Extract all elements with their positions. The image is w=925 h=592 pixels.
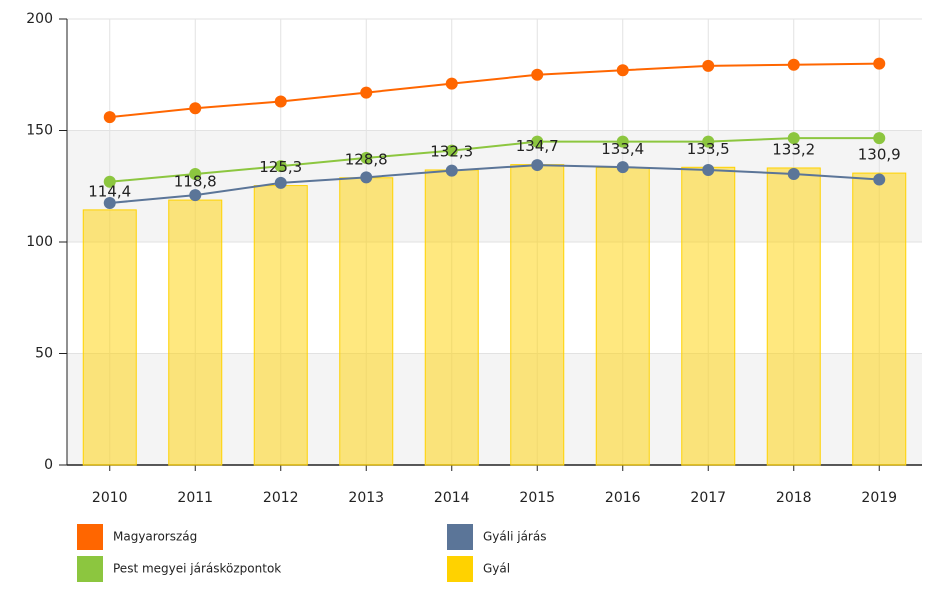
bar <box>339 177 394 466</box>
data-label: 133,5 <box>687 140 730 158</box>
x-tick-label: 2015 <box>519 490 555 506</box>
bar <box>424 169 479 466</box>
x-tick-label: 2010 <box>92 490 128 506</box>
y-tick-label: 0 <box>44 457 53 473</box>
bar <box>595 167 650 466</box>
legend-swatch <box>447 556 473 582</box>
line-point <box>189 167 202 180</box>
line <box>109 62 880 119</box>
legend-label: Magyarország <box>113 530 197 544</box>
line-point <box>702 59 715 72</box>
line-point <box>445 77 458 90</box>
line-point <box>531 135 544 148</box>
legend-label: Gyál <box>483 562 510 576</box>
line <box>109 137 880 183</box>
bar <box>766 167 821 466</box>
data-label: 114,4 <box>88 182 131 200</box>
line-point <box>616 64 629 77</box>
data-label: 128,8 <box>345 150 388 168</box>
bar <box>852 172 907 466</box>
line-point <box>787 167 800 180</box>
bar <box>681 166 736 466</box>
x-tick-label: 2013 <box>348 490 384 506</box>
line-point <box>873 173 886 186</box>
y-tick-label: 200 <box>26 11 53 27</box>
line-point <box>873 57 886 70</box>
line-point <box>787 132 800 145</box>
line-point <box>103 175 116 188</box>
data-label: 125,3 <box>259 158 302 176</box>
line-point <box>274 95 287 108</box>
line-point <box>445 164 458 177</box>
line-point <box>360 171 373 184</box>
y-tick-label: 100 <box>26 234 53 250</box>
y-tick-label: 150 <box>26 123 53 139</box>
line <box>109 164 880 204</box>
data-label: 130,9 <box>858 146 901 164</box>
x-tick-label: 2018 <box>776 490 812 506</box>
line-point <box>531 159 544 172</box>
bar <box>510 164 565 466</box>
y-tick-label: 50 <box>35 346 53 362</box>
line-point <box>360 151 373 164</box>
bar <box>82 209 137 466</box>
legend-swatch <box>447 524 473 550</box>
line-point <box>189 102 202 115</box>
bar <box>168 199 223 466</box>
bar <box>253 185 308 466</box>
line-point <box>360 86 373 99</box>
line-point <box>274 176 287 189</box>
legend-label: Pest megyei járásközpontok <box>113 562 281 576</box>
line-point <box>616 135 629 148</box>
line-point <box>189 189 202 202</box>
data-label: 133,2 <box>772 140 815 158</box>
x-tick-label: 2012 <box>263 490 299 506</box>
line-point <box>274 160 287 173</box>
data-label: 133,4 <box>601 140 644 158</box>
line-point <box>787 58 800 71</box>
x-tick-label: 2014 <box>434 490 470 506</box>
x-tick-label: 2016 <box>605 490 641 506</box>
line-point <box>616 161 629 174</box>
x-tick-label: 2017 <box>690 490 726 506</box>
line-point <box>103 111 116 124</box>
legend-swatch <box>77 556 103 582</box>
line-point <box>103 196 116 209</box>
x-tick-label: 2019 <box>861 490 897 506</box>
line-point <box>531 68 544 81</box>
line-point <box>702 135 715 148</box>
line-point <box>873 132 886 145</box>
data-label: 134,7 <box>516 137 559 155</box>
line-point <box>702 163 715 176</box>
x-tick-label: 2011 <box>177 490 213 506</box>
data-label: 132,3 <box>430 142 473 160</box>
data-label: 118,8 <box>174 173 217 191</box>
legend-swatch <box>77 524 103 550</box>
line-point <box>445 144 458 157</box>
legend-label: Gyáli járás <box>483 530 546 544</box>
